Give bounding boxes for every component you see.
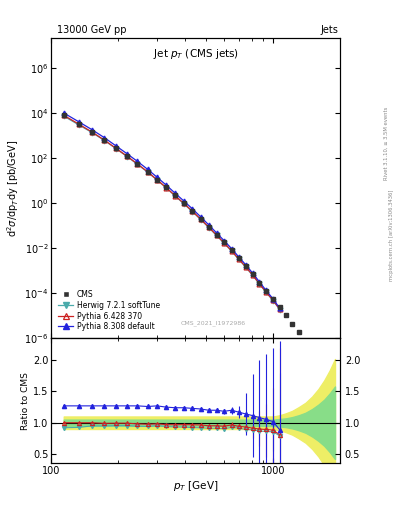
Text: Jet $p_T$ (CMS jets): Jet $p_T$ (CMS jets) [152,48,239,61]
Y-axis label: Ratio to CMS: Ratio to CMS [21,372,30,430]
Legend: CMS, Herwig 7.2.1 softTune, Pythia 6.428 370, Pythia 8.308 default: CMS, Herwig 7.2.1 softTune, Pythia 6.428… [55,287,163,334]
Y-axis label: d$^2\sigma$/dp$_T$dy [pb/GeV]: d$^2\sigma$/dp$_T$dy [pb/GeV] [6,140,21,237]
X-axis label: $p_T$ [GeV]: $p_T$ [GeV] [173,479,218,493]
Text: Rivet 3.1.10, ≥ 3.5M events: Rivet 3.1.10, ≥ 3.5M events [384,106,388,180]
Text: 13000 GeV pp: 13000 GeV pp [57,25,127,35]
Text: CMS_2021_I1972986: CMS_2021_I1972986 [180,321,245,326]
Text: mcplots.cern.ch [arXiv:1306.3436]: mcplots.cern.ch [arXiv:1306.3436] [389,190,393,281]
Text: Jets: Jets [321,25,339,35]
